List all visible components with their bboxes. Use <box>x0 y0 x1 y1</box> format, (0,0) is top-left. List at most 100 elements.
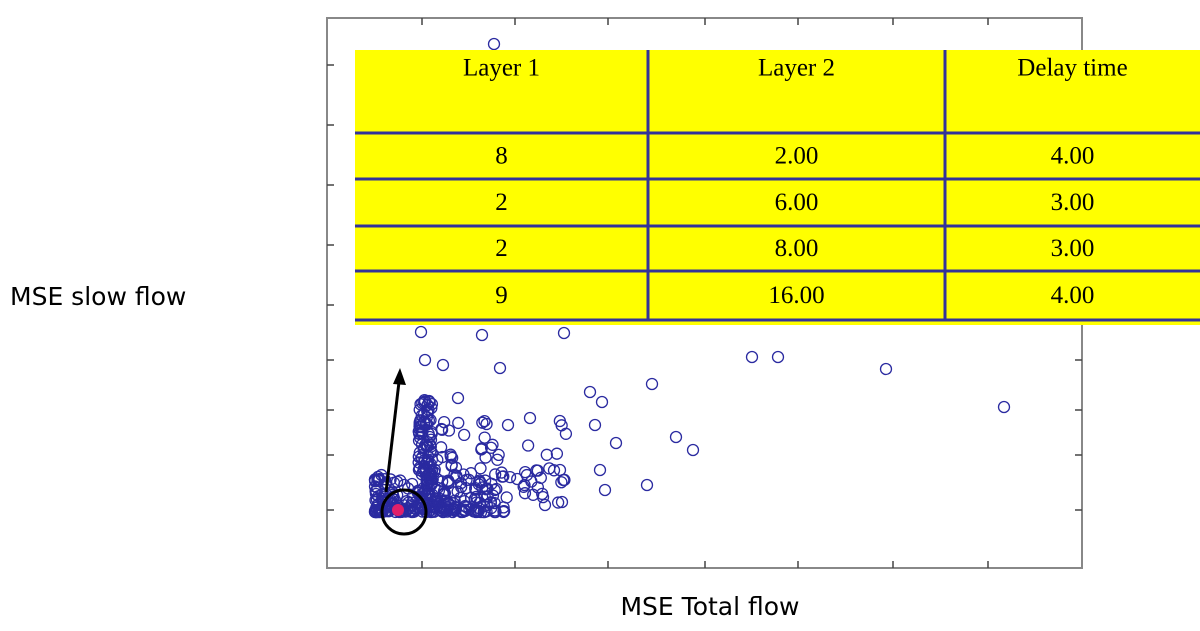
point <box>470 492 484 505</box>
point <box>413 403 426 416</box>
point <box>462 473 475 486</box>
point <box>550 447 564 460</box>
table-cell: 8 <box>495 143 508 170</box>
point <box>480 483 493 496</box>
point <box>459 499 472 513</box>
point <box>503 470 517 484</box>
point <box>424 413 437 427</box>
point <box>468 505 482 518</box>
point <box>451 391 465 405</box>
point <box>475 443 488 456</box>
point <box>431 453 444 467</box>
point <box>519 465 532 479</box>
point <box>436 358 450 372</box>
point <box>593 463 607 477</box>
point <box>609 436 623 450</box>
point <box>492 448 505 461</box>
point <box>500 491 513 504</box>
table-bg <box>355 50 1200 325</box>
point <box>997 400 1011 414</box>
point <box>521 439 535 452</box>
point <box>424 440 437 453</box>
point <box>449 461 463 474</box>
point <box>370 493 383 506</box>
point <box>487 37 501 51</box>
point <box>405 477 419 491</box>
point <box>486 489 500 502</box>
point <box>418 393 431 407</box>
point <box>555 476 568 489</box>
point <box>486 438 499 451</box>
point <box>557 326 571 340</box>
point <box>420 411 433 424</box>
table-cell: 2 <box>495 189 508 216</box>
point <box>476 416 489 429</box>
y-axis-label: MSE slow flow <box>10 282 186 311</box>
point <box>598 483 612 497</box>
point <box>373 505 386 519</box>
point <box>518 487 532 500</box>
point <box>455 480 468 494</box>
point <box>588 418 602 432</box>
point <box>414 424 427 437</box>
point <box>431 481 444 495</box>
point <box>428 498 441 511</box>
point <box>478 414 491 428</box>
point <box>452 416 465 430</box>
point <box>491 453 504 466</box>
point <box>523 411 537 425</box>
point <box>421 405 434 418</box>
table-cell: 2 <box>495 235 508 262</box>
point <box>745 350 759 364</box>
point <box>534 471 547 484</box>
point <box>555 495 569 509</box>
header-cell: Layer 1 <box>463 55 540 82</box>
point <box>459 482 473 495</box>
point <box>417 417 431 430</box>
point <box>421 488 434 502</box>
point <box>536 491 550 504</box>
point <box>501 418 515 432</box>
point <box>394 474 407 487</box>
point <box>406 504 419 517</box>
header-cell: Delay time <box>1017 55 1127 82</box>
point <box>478 431 491 444</box>
point <box>551 496 565 509</box>
point <box>474 462 487 475</box>
point <box>497 505 510 518</box>
table-cell: 16.00 <box>768 282 824 309</box>
point <box>496 470 509 483</box>
point <box>686 443 700 457</box>
point <box>640 478 654 492</box>
header-cell: Layer 2 <box>758 55 835 82</box>
ticks <box>327 18 1082 568</box>
point <box>595 395 609 409</box>
point <box>645 377 659 391</box>
point <box>441 496 454 509</box>
point <box>435 422 448 436</box>
table-cell: 9 <box>495 282 508 309</box>
table-cell: 8.00 <box>775 235 819 262</box>
point <box>392 504 404 516</box>
point <box>488 483 501 497</box>
point <box>558 473 571 487</box>
point <box>559 427 573 440</box>
point <box>413 418 426 431</box>
point <box>531 464 544 477</box>
point <box>418 353 432 367</box>
point <box>436 475 449 488</box>
point <box>437 415 451 429</box>
table-cell: 2.00 <box>775 143 819 170</box>
point <box>583 385 597 399</box>
point <box>538 498 552 512</box>
point <box>669 430 683 444</box>
table-cell: 4.00 <box>1051 143 1095 170</box>
point <box>386 488 399 501</box>
point <box>484 496 498 509</box>
scatter-points <box>368 37 1011 519</box>
point <box>434 441 448 454</box>
point <box>511 472 524 486</box>
table-cell: 3.00 <box>1051 189 1095 216</box>
